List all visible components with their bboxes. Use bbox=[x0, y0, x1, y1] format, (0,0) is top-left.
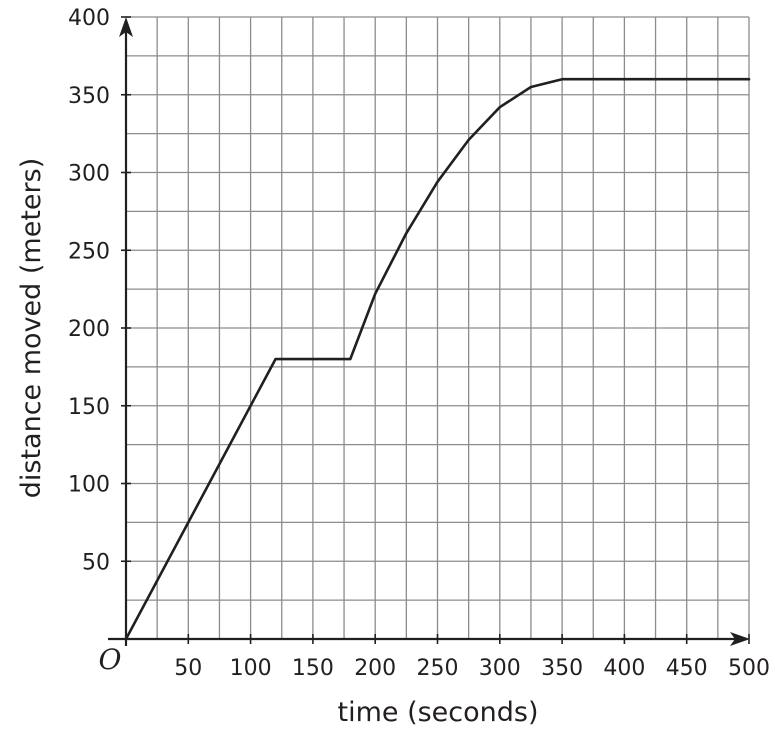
grid-lines bbox=[126, 16, 750, 639]
x-tick-label: 50 bbox=[174, 656, 202, 681]
origin-label: O bbox=[99, 643, 122, 676]
data-line bbox=[124, 77, 751, 641]
y-tick-label: 200 bbox=[68, 317, 110, 342]
y-tick-label: 150 bbox=[68, 395, 110, 420]
axes bbox=[108, 16, 750, 646]
x-tick-label: 350 bbox=[541, 656, 583, 681]
x-tick-label: 200 bbox=[354, 656, 396, 681]
x-tick-label: 400 bbox=[603, 656, 645, 681]
x-tick-label: 300 bbox=[479, 656, 521, 681]
x-tick-label: 150 bbox=[292, 656, 334, 681]
y-tick-label: 250 bbox=[68, 239, 110, 264]
x-axis-arrow bbox=[730, 632, 750, 646]
y-tick-label: 400 bbox=[68, 6, 110, 31]
y-axis-arrow bbox=[119, 17, 133, 37]
y-axis-title: distance moved (meters) bbox=[16, 158, 47, 498]
y-tick-label: 350 bbox=[68, 84, 110, 109]
tick-labels: 50 100 150 200 250 300 350 400 450 500 50 100 150 200… bbox=[68, 6, 770, 681]
x-tick-label: 500 bbox=[728, 656, 770, 681]
x-tick-label: 100 bbox=[230, 656, 272, 681]
y-tick-label: 50 bbox=[82, 550, 110, 575]
y-tick-label: 100 bbox=[68, 473, 110, 498]
series-layer bbox=[124, 77, 751, 641]
x-tick-label: 450 bbox=[666, 656, 708, 681]
x-tick-label: 250 bbox=[417, 656, 459, 681]
y-tick-label: 300 bbox=[68, 162, 110, 187]
x-axis-title: time (seconds) bbox=[337, 697, 538, 728]
